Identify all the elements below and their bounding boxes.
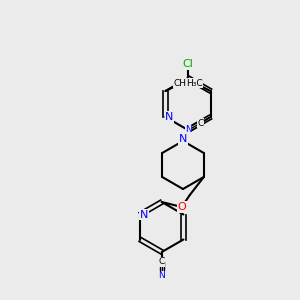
Text: N: N (165, 112, 174, 122)
Text: N: N (158, 272, 165, 280)
Text: N: N (140, 209, 148, 220)
Text: CH₃: CH₃ (173, 79, 190, 88)
Text: Cl: Cl (183, 59, 194, 69)
Text: N: N (179, 134, 187, 144)
Text: C: C (159, 257, 165, 266)
Text: H₃C: H₃C (186, 79, 203, 88)
Text: C: C (197, 118, 204, 127)
Text: O: O (177, 202, 186, 212)
Text: N: N (185, 125, 192, 134)
